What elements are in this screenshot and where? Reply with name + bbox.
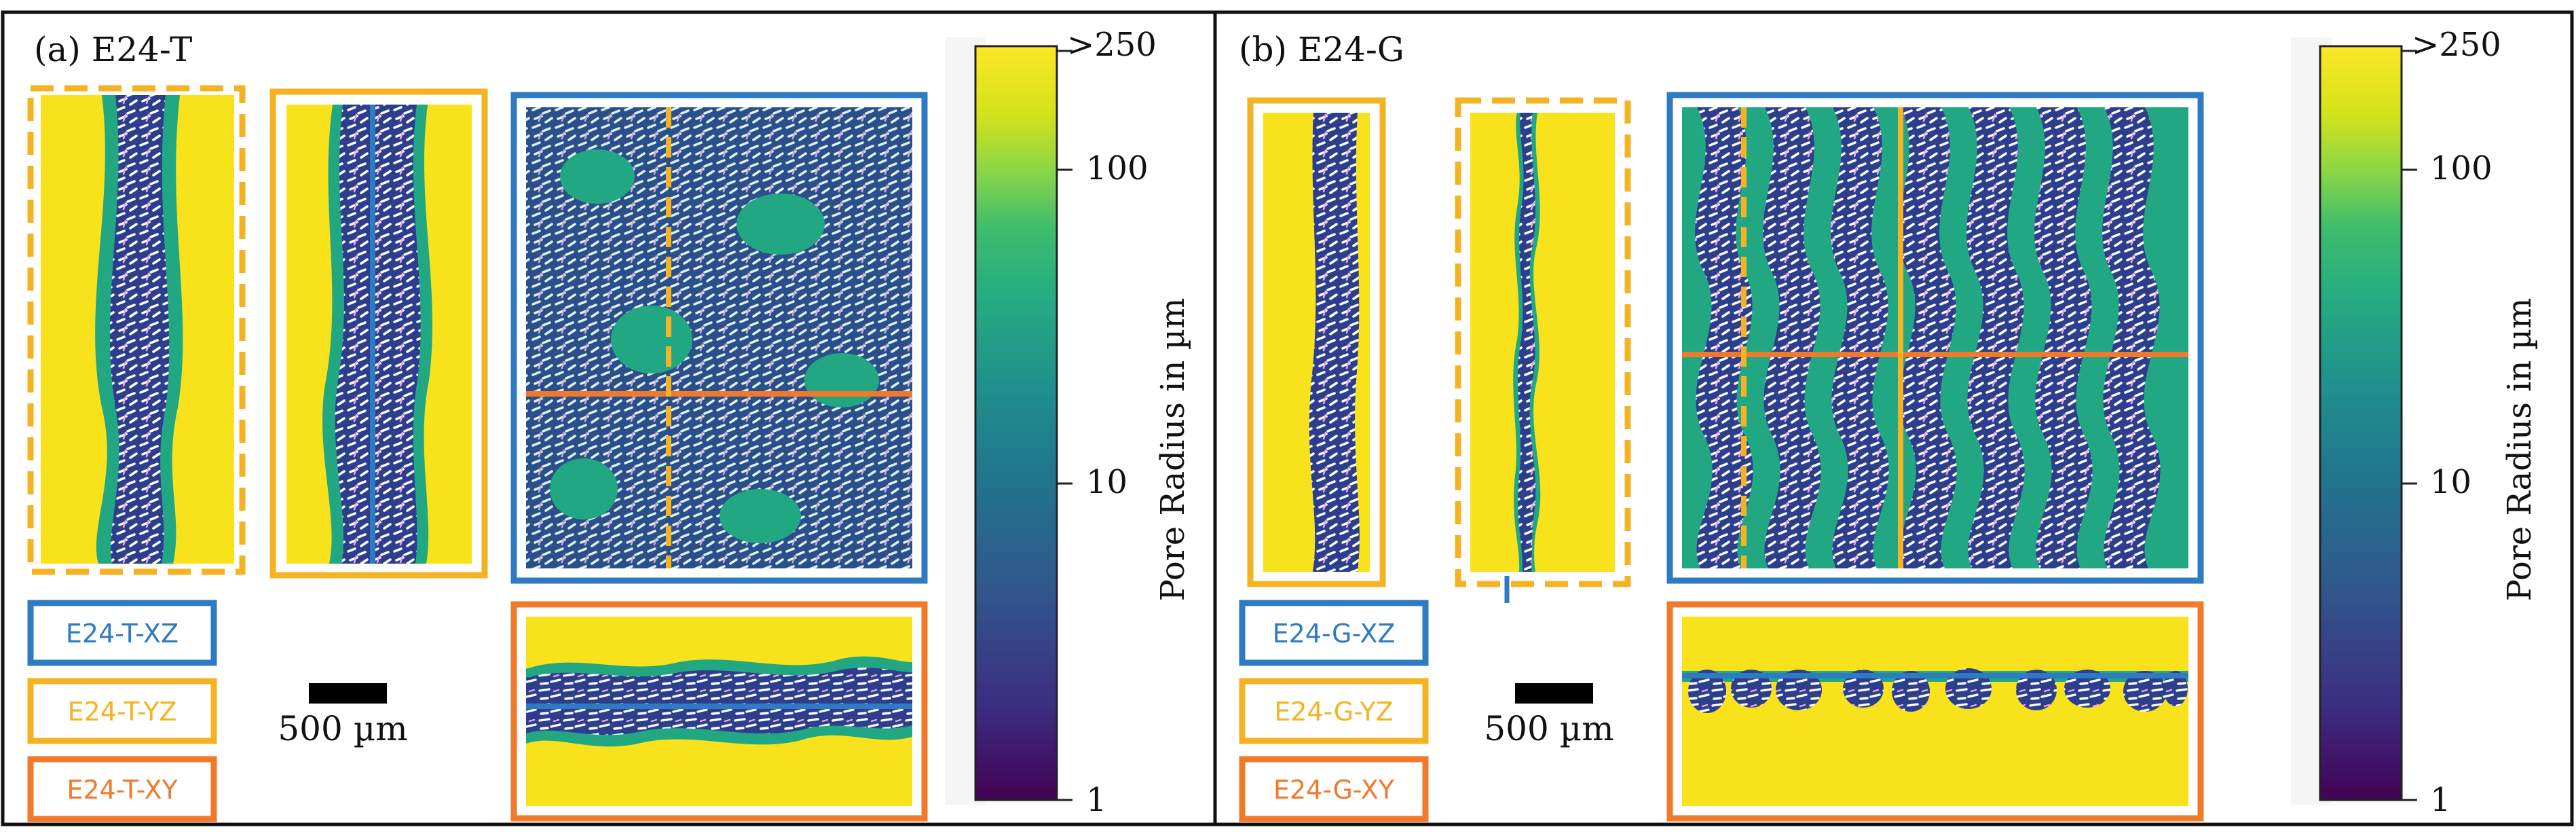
e24g-xy-legend: E24-G-XY	[1239, 756, 1429, 822]
colorbar-a-tick-1: 1	[1086, 781, 1107, 819]
colorbar-a-title: Pore Radius in µm	[1154, 298, 1192, 602]
scalebar-a-label: 500 µm	[278, 709, 407, 748]
e24g-xz-map	[1666, 92, 2204, 584]
e24g-xy-map	[1666, 601, 2204, 822]
colorbar-b-tick-10: 10	[2430, 463, 2471, 501]
svg-text:E24-T-XY: E24-T-XY	[67, 775, 178, 805]
colorbar-b: >250 100 10 1 Pore Radius in µm	[2291, 26, 2539, 819]
scalebar-a-bar	[309, 683, 387, 704]
svg-text:E24-G-XY: E24-G-XY	[1273, 775, 1395, 805]
svg-text:E24-G-YZ: E24-G-YZ	[1274, 697, 1393, 727]
e24t-yz-legend: E24-T-YZ	[27, 678, 217, 744]
colorbar-b-tick-1: 1	[2430, 781, 2451, 819]
panel-a-label: (a) E24-T	[34, 30, 192, 69]
colorbar-a-tick-100: 100	[1086, 149, 1149, 187]
svg-text:E24-G-XZ: E24-G-XZ	[1273, 619, 1396, 649]
e24g-xz-legend: E24-G-XZ	[1239, 600, 1429, 666]
e24g-yz-slice	[1247, 97, 1386, 587]
colorbar-b-title: Pore Radius in µm	[2501, 298, 2539, 602]
scalebar-b-label: 500 µm	[1484, 709, 1613, 748]
e24t-xy-legend: E24-T-XY	[27, 756, 217, 822]
colorbar-a: >250 100 10 1 Pore Radius in µm	[945, 26, 1192, 819]
colorbar-b-tick-100: 100	[2430, 149, 2493, 187]
e24t-yz-slice	[269, 88, 488, 579]
colorbar-b-tick-250: >250	[2412, 26, 2501, 64]
panel-b-frame	[1213, 10, 2574, 826]
panel-b-label: (b) E24-G	[1239, 30, 1404, 69]
svg-text:E24-T-XZ: E24-T-XZ	[66, 619, 179, 649]
e24g-yz-slice-dashed	[1455, 97, 1631, 603]
e24g-yz-legend: E24-G-YZ	[1239, 678, 1429, 744]
colorbar-a-tick-250: >250	[1067, 26, 1157, 64]
e24t-xz-legend: E24-T-XZ	[27, 600, 217, 666]
scalebar-b-bar	[1515, 683, 1593, 704]
e24t-xz-map	[510, 92, 928, 584]
colorbar-a-tick-10: 10	[1086, 463, 1127, 501]
svg-text:E24-T-YZ: E24-T-YZ	[68, 697, 177, 727]
e24t-yz-slice-dashed	[27, 85, 246, 575]
e24t-xy-map	[510, 601, 928, 822]
